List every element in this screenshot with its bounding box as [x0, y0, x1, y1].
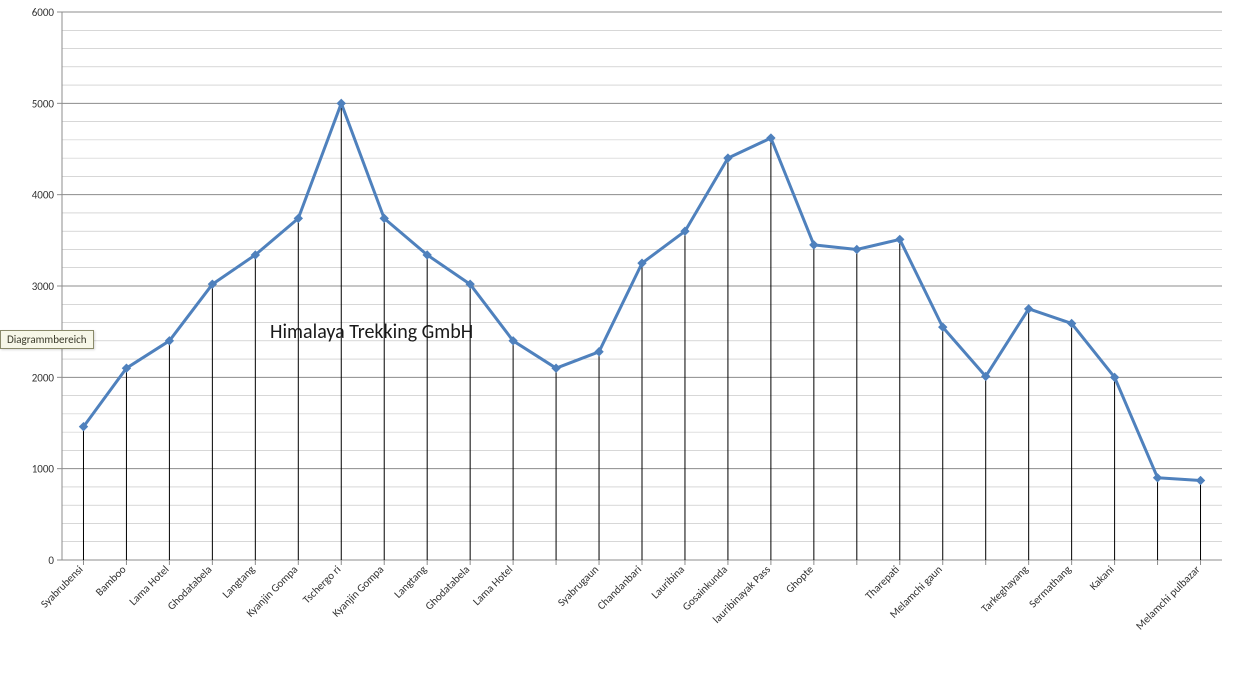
chart-canvas: 0100020003000400050006000SyabrubensiBamb…: [0, 0, 1239, 700]
svg-text:4000: 4000: [32, 189, 55, 202]
diagrammbereich-tooltip: Diagrammbereich: [0, 330, 94, 349]
svg-text:2000: 2000: [32, 371, 55, 384]
elevation-chart: 0100020003000400050006000SyabrubensiBamb…: [0, 0, 1239, 700]
svg-text:3000: 3000: [32, 280, 55, 293]
svg-text:5000: 5000: [32, 97, 55, 110]
svg-text:0: 0: [48, 554, 54, 567]
svg-text:6000: 6000: [32, 6, 55, 19]
svg-text:1000: 1000: [32, 463, 55, 476]
chart-overlay-title: Himalaya Trekking GmbH: [270, 320, 473, 344]
